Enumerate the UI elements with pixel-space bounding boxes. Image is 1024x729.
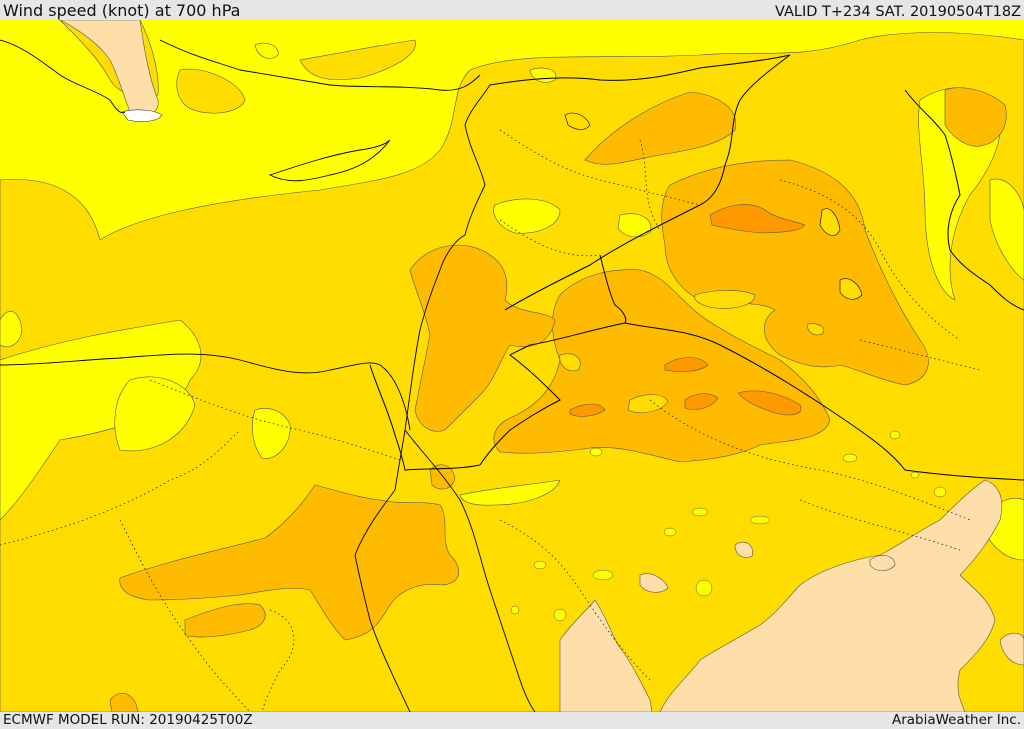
map-canvas	[0, 20, 1024, 712]
field-lowest	[59, 20, 1024, 712]
footer-bar: ECMWF MODEL RUN: 20190425T00Z ArabiaWeat…	[0, 712, 1024, 729]
header-bar: Wind speed (knot) at 700 hPa VALID T+234…	[0, 0, 1024, 20]
national-borders	[369, 54, 1024, 481]
wind-speed-map[interactable]	[0, 20, 1024, 712]
credit: ArabiaWeather Inc.	[891, 712, 1021, 728]
valid-time: VALID T+234 SAT. 20190504T18Z	[775, 4, 1021, 20]
field-mid-holes	[559, 290, 825, 414]
admin-boundaries	[0, 129, 981, 712]
model-run: ECMWF MODEL RUN: 20190425T00Z	[3, 712, 253, 728]
map-title: Wind speed (knot) at 700 hPa	[3, 1, 241, 20]
scattered-small-cells	[510, 430, 947, 622]
coastlines	[0, 39, 536, 712]
field-higher	[569, 204, 806, 417]
sea-white-patch	[121, 109, 163, 122]
lakes	[564, 112, 863, 300]
